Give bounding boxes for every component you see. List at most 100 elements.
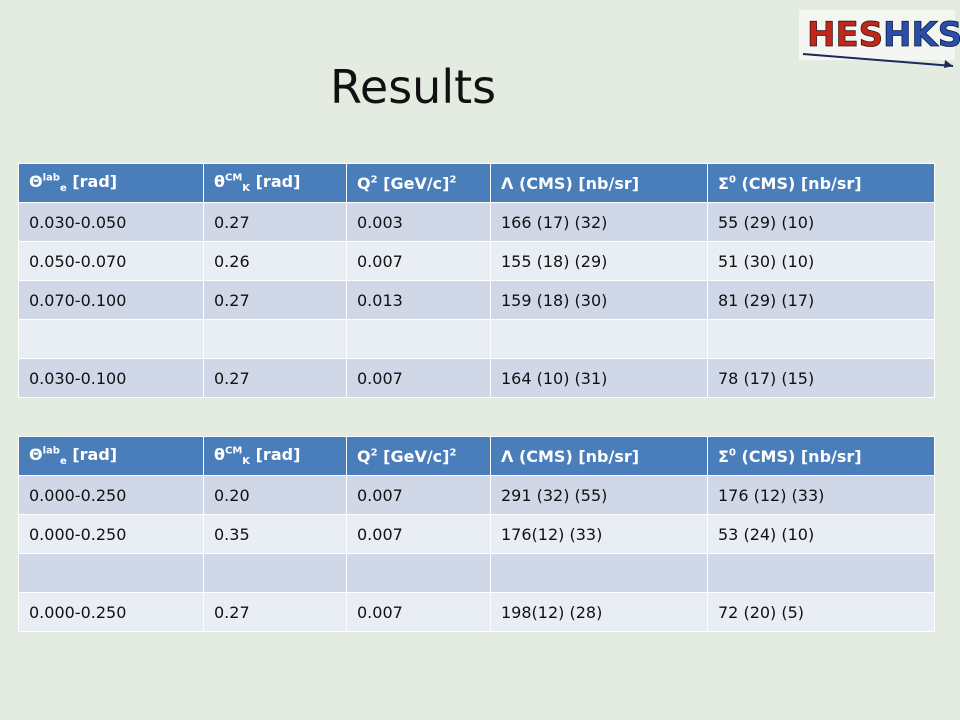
header-symbol: Σ bbox=[718, 173, 729, 193]
header-unit: (CMS) [nb/sr] bbox=[735, 446, 862, 466]
header-unit: [GeV/c] bbox=[377, 446, 450, 466]
header-superscript: lab bbox=[42, 172, 60, 184]
table-cell: 155 (18) (29) bbox=[490, 241, 708, 281]
table-cell: 0.26 bbox=[203, 241, 347, 281]
table-cell: 176(12) (33) bbox=[490, 514, 708, 554]
table-cell: 0.27 bbox=[203, 280, 347, 320]
table-cell: 0.070-0.100 bbox=[18, 280, 204, 320]
results-table-2: Θlabe [rad] θCMK [rad] Q2 [GeV/c]2 Λ (CMS) … bbox=[18, 436, 935, 632]
table-cell: 198(12) (28) bbox=[490, 592, 708, 632]
results-table-1: Θlabe [rad] θCMK [rad] Q2 [GeV/c]2 Λ (CMS) … bbox=[18, 163, 935, 398]
table-cell: 166 (17) (32) bbox=[490, 202, 708, 242]
table-cell: 176 (12) (33) bbox=[707, 475, 935, 515]
table-row: 0.030-0.050 0.27 0.003 166 (17) (32) 55 (29)… bbox=[18, 202, 935, 242]
table-cell: 0.27 bbox=[203, 358, 347, 398]
header-symbol: Λ (CMS) [nb/sr] bbox=[501, 173, 640, 193]
table-header-row: Θlabe [rad] θCMK [rad] Q2 [GeV/c]2 Λ (CMS) … bbox=[18, 436, 935, 476]
table-cell: 0.007 bbox=[346, 358, 491, 398]
header-unit: (CMS) [nb/sr] bbox=[735, 173, 862, 193]
table-cell bbox=[18, 319, 204, 359]
table-cell bbox=[346, 553, 491, 593]
table-row: 0.070-0.100 0.27 0.013 159 (18) (30) 81 (29)… bbox=[18, 280, 935, 320]
header-symbol: Σ bbox=[718, 446, 729, 466]
hes-hks-logo: HES HKS bbox=[799, 10, 960, 68]
page-title: Results bbox=[330, 60, 497, 114]
table-row: 0.050-0.070 0.26 0.007 155 (18) (29) 51 (30)… bbox=[18, 241, 935, 281]
header-symbol: θ bbox=[214, 171, 225, 191]
table-row: 0.000-0.250 0.35 0.007 176(12) (33) 53 (24) … bbox=[18, 514, 935, 554]
header-symbol: Q bbox=[357, 173, 371, 193]
logo-text-hes: HES bbox=[807, 15, 883, 55]
header-unit: [rad] bbox=[66, 171, 118, 191]
header-theta-cm: θCMK [rad] bbox=[203, 436, 347, 476]
table-cell: 55 (29) (10) bbox=[707, 202, 935, 242]
table-cell: 0.27 bbox=[203, 202, 347, 242]
header-superscript: 2 bbox=[370, 447, 378, 459]
table-cell bbox=[490, 319, 708, 359]
table-header-row: Θlabe [rad] θCMK [rad] Q2 [GeV/c]2 Λ (CMS) … bbox=[18, 163, 935, 203]
header-unit-superscript: 2 bbox=[449, 447, 457, 459]
header-sigma0: Σ0 (CMS) [nb/sr] bbox=[707, 436, 935, 476]
table-cell: 0.003 bbox=[346, 202, 491, 242]
header-subscript: e bbox=[59, 456, 67, 468]
logo-arrow-head bbox=[944, 60, 953, 68]
table-cell bbox=[346, 319, 491, 359]
table-cell: 0.35 bbox=[203, 514, 347, 554]
header-symbol: θ bbox=[214, 444, 225, 464]
header-symbol: Θ bbox=[29, 171, 43, 191]
table-cell: 72 (20) (5) bbox=[707, 592, 935, 632]
header-symbol: Λ (CMS) [nb/sr] bbox=[501, 446, 640, 466]
table-cell: 0.20 bbox=[203, 475, 347, 515]
header-subscript: K bbox=[242, 183, 251, 195]
table-cell: 159 (18) (30) bbox=[490, 280, 708, 320]
table-cell: 164 (10) (31) bbox=[490, 358, 708, 398]
table-cell: 0.007 bbox=[346, 592, 491, 632]
table-cell: 0.030-0.050 bbox=[18, 202, 204, 242]
header-theta-lab: Θlabe [rad] bbox=[18, 436, 204, 476]
table-cell: 0.050-0.070 bbox=[18, 241, 204, 281]
table-cell: 0.000-0.250 bbox=[18, 514, 204, 554]
table-cell bbox=[18, 553, 204, 593]
header-subscript: K bbox=[242, 456, 251, 468]
table-row bbox=[18, 553, 935, 593]
header-subscript: e bbox=[59, 183, 67, 195]
table-cell bbox=[707, 319, 935, 359]
table-cell: 291 (32) (55) bbox=[490, 475, 708, 515]
table-cell: 0.007 bbox=[346, 514, 491, 554]
table-cell: 0.007 bbox=[346, 475, 491, 515]
header-q2: Q2 [GeV/c]2 bbox=[346, 436, 491, 476]
header-unit: [rad] bbox=[66, 444, 118, 464]
header-lambda: Λ (CMS) [nb/sr] bbox=[490, 163, 708, 203]
header-unit-superscript: 2 bbox=[449, 174, 457, 186]
table-cell: 0.27 bbox=[203, 592, 347, 632]
table-cell: 51 (30) (10) bbox=[707, 241, 935, 281]
header-theta-cm: θCMK [rad] bbox=[203, 163, 347, 203]
table-cell: 0.007 bbox=[346, 241, 491, 281]
table-cell: 0.000-0.250 bbox=[18, 475, 204, 515]
header-symbol: Q bbox=[357, 446, 371, 466]
table-cell: 81 (29) (17) bbox=[707, 280, 935, 320]
table-cell bbox=[203, 553, 347, 593]
header-superscript: lab bbox=[42, 445, 60, 457]
logo-arrow-line bbox=[802, 53, 954, 67]
table-row bbox=[18, 319, 935, 359]
header-sigma0: Σ0 (CMS) [nb/sr] bbox=[707, 163, 935, 203]
logo-background bbox=[799, 10, 955, 60]
header-unit: [rad] bbox=[250, 171, 301, 191]
header-q2: Q2 [GeV/c]2 bbox=[346, 163, 491, 203]
header-superscript: 0 bbox=[728, 447, 736, 459]
logo-text-hks: HKS bbox=[883, 15, 960, 55]
header-symbol: Θ bbox=[29, 444, 43, 464]
header-superscript: 2 bbox=[370, 174, 378, 186]
header-superscript: CM bbox=[225, 445, 243, 457]
header-lambda: Λ (CMS) [nb/sr] bbox=[490, 436, 708, 476]
table-row: 0.030-0.100 0.27 0.007 164 (10) (31) 78 (17)… bbox=[18, 358, 935, 398]
header-unit: [GeV/c] bbox=[377, 173, 450, 193]
table-cell bbox=[707, 553, 935, 593]
table-cell: 78 (17) (15) bbox=[707, 358, 935, 398]
table-cell bbox=[490, 553, 708, 593]
header-theta-lab: Θlabe [rad] bbox=[18, 163, 204, 203]
table-cell bbox=[203, 319, 347, 359]
header-unit: [rad] bbox=[250, 444, 301, 464]
header-superscript: CM bbox=[225, 172, 243, 184]
